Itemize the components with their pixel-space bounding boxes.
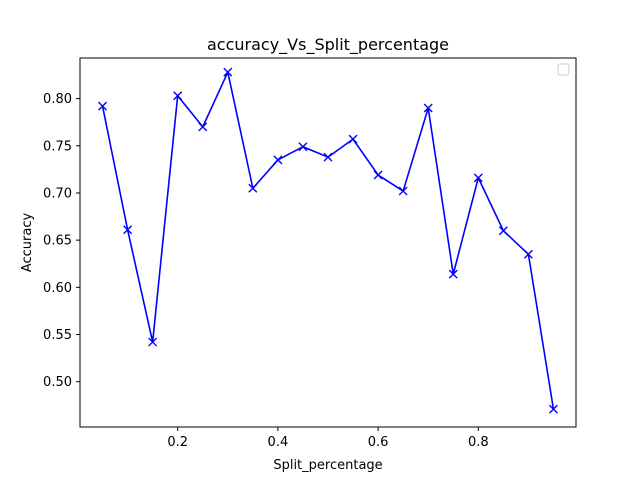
marker-stroke	[198, 122, 208, 132]
series-layer	[98, 67, 558, 414]
x-tick-label: 0.4	[268, 435, 289, 450]
chart-title: accuracy_Vs_Split_percentage	[207, 35, 449, 55]
legend-box	[557, 63, 570, 76]
marker-stroke	[373, 170, 383, 180]
marker-stroke	[398, 186, 408, 196]
data-point-marker	[148, 337, 158, 347]
data-point-marker	[373, 170, 383, 180]
marker-stroke	[223, 67, 233, 77]
marker-stroke	[498, 226, 508, 236]
data-point-marker	[98, 101, 108, 111]
marker-stroke	[473, 173, 483, 183]
data-point-marker	[198, 122, 208, 132]
data-point-marker	[348, 134, 358, 144]
data-point-marker	[298, 142, 308, 152]
marker-stroke	[523, 249, 533, 259]
y-tick-label: 0.75	[43, 139, 72, 154]
marker-stroke	[148, 337, 158, 347]
plot-area-frame	[79, 57, 577, 428]
marker-stroke	[423, 103, 433, 113]
marker-stroke	[348, 134, 358, 144]
data-point-marker	[548, 404, 558, 414]
y-tick-label: 0.50	[43, 375, 72, 390]
data-point-marker	[323, 152, 333, 162]
data-point-marker	[123, 225, 133, 235]
y-tick-label: 0.55	[43, 328, 72, 343]
y-tick-label: 0.80	[43, 92, 72, 107]
marker-stroke	[98, 101, 108, 111]
series-line	[101, 71, 555, 410]
marker-stroke	[298, 142, 308, 152]
data-point-marker	[173, 91, 183, 101]
data-point-marker	[498, 226, 508, 236]
data-point-marker	[223, 67, 233, 77]
y-axis: 0.50 0.55 0.60 0.65 0.70 0.75 0.80	[43, 92, 80, 390]
x-tick-label: 0.6	[368, 435, 389, 450]
marker-stroke	[548, 404, 558, 414]
x-axis: 0.2 0.4 0.6 0.8	[167, 427, 489, 450]
marker-stroke	[173, 91, 183, 101]
y-tick-label: 0.60	[43, 281, 72, 296]
data-point-marker	[248, 183, 258, 193]
data-point-marker	[423, 103, 433, 113]
marker-stroke	[448, 269, 458, 279]
marker-stroke	[323, 152, 333, 162]
x-tick-label: 0.2	[167, 435, 188, 450]
data-point-marker	[473, 173, 483, 183]
data-point-marker	[273, 155, 283, 165]
y-tick-label: 0.65	[43, 234, 72, 249]
marker-stroke	[248, 183, 258, 193]
data-point-marker	[448, 269, 458, 279]
y-axis-label: Accuracy	[20, 213, 35, 273]
data-point-marker	[398, 186, 408, 196]
marker-stroke	[273, 155, 283, 165]
x-axis-label: Split_percentage	[273, 458, 382, 473]
x-tick-label: 0.8	[468, 435, 489, 450]
marker-stroke	[123, 225, 133, 235]
y-tick-label: 0.70	[43, 186, 72, 201]
data-point-marker	[523, 249, 533, 259]
